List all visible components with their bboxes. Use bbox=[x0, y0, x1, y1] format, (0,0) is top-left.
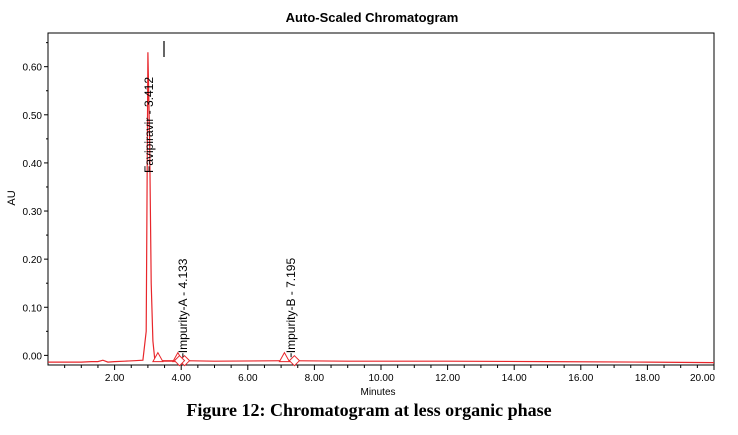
peak-label: Impurity-B - 7.195 bbox=[284, 258, 298, 354]
chromatogram-trace bbox=[48, 52, 715, 364]
y-axis: 0.00 0.10 0.20 0.30 0.40 0.50 0.60 bbox=[23, 42, 48, 362]
x-tick-label: 20.00 bbox=[690, 373, 715, 384]
y-tick-label: 0.30 bbox=[23, 207, 43, 218]
y-tick-label: 0.20 bbox=[23, 255, 43, 266]
x-tick-label: 2.00 bbox=[105, 373, 125, 384]
x-tick-label: 8.00 bbox=[305, 373, 325, 384]
peak-start-marker bbox=[152, 351, 164, 363]
x-tick-label: 14.00 bbox=[502, 373, 527, 384]
x-tick-label: 4.00 bbox=[171, 373, 191, 384]
integration-markers bbox=[152, 351, 301, 367]
figure-caption: Figure 12: Chromatogram at less organic … bbox=[186, 400, 552, 420]
chart-title: Auto-Scaled Chromatogram bbox=[286, 10, 459, 25]
peak-end-marker bbox=[173, 354, 186, 367]
y-tick-label: 0.00 bbox=[23, 351, 43, 362]
y-tick-label: 0.50 bbox=[23, 111, 43, 122]
peak-labels: Favipiravir - 3.412 Impurity-A - 4.133 Imp… bbox=[142, 77, 298, 358]
x-axis-label: Minutes bbox=[360, 387, 395, 398]
x-tick-label: 12.00 bbox=[435, 373, 460, 384]
peak-label: Impurity-A - 4.133 bbox=[176, 258, 190, 353]
y-tick-label: 0.60 bbox=[23, 63, 43, 74]
peak-end-marker bbox=[288, 354, 301, 367]
x-tick-label: 16.00 bbox=[568, 373, 593, 384]
x-axis: 2.00 4.00 6.00 8.00 10.00 12.00 14.00 16.00 18.0… bbox=[64, 365, 715, 384]
x-tick-label: 10.00 bbox=[368, 373, 393, 384]
y-axis-label: AU bbox=[6, 190, 18, 205]
chromatogram-chart: Auto-Scaled Chromatogram 0.00 0.10 0.20 0.3… bbox=[6, 10, 715, 398]
y-tick-label: 0.40 bbox=[23, 159, 43, 170]
x-tick-label: 18.00 bbox=[635, 373, 660, 384]
peak-start-marker bbox=[278, 351, 291, 363]
y-tick-label: 0.10 bbox=[23, 303, 43, 314]
peak-label: Favipiravir - 3.412 bbox=[142, 77, 156, 173]
x-tick-label: 6.00 bbox=[238, 373, 258, 384]
